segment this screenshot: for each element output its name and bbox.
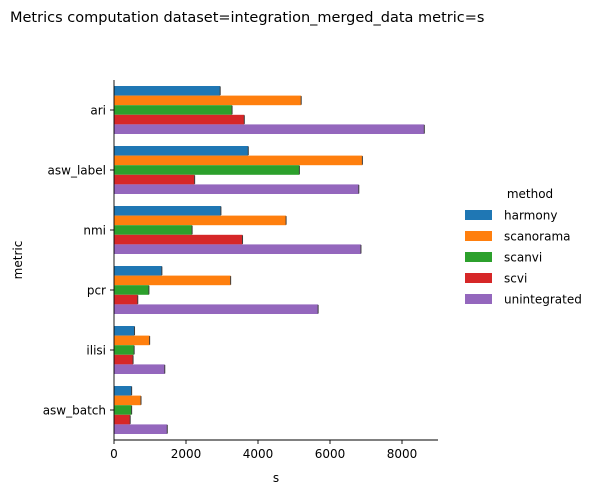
bar-nmi-scanorama <box>114 215 287 226</box>
bar-nmi-scanvi <box>114 225 193 235</box>
bar-ari-scanvi <box>114 105 233 115</box>
bar-asw_label-unintegrated <box>114 184 359 194</box>
bar-asw_label-scvi <box>114 174 195 185</box>
bar-nmi-unintegrated <box>114 244 361 254</box>
legend-label-scanvi: scanvi <box>504 251 542 265</box>
bar-asw_batch-harmony <box>114 386 132 396</box>
bar-asw_batch-unintegrated <box>114 424 168 434</box>
legend-label-scvi: scvi <box>504 272 527 286</box>
bar-asw_label-scanorama <box>114 155 363 166</box>
legend: method harmony scanorama scanvi scvi uninteg… <box>465 187 582 307</box>
bar-asw_batch-scvi <box>114 414 131 425</box>
y-tick-label: ilisi <box>86 344 106 358</box>
legend-label-unintegrated: unintegrated <box>504 293 582 307</box>
y-tick-label: asw_batch <box>43 404 106 418</box>
legend-label-scanorama: scanorama <box>504 230 570 244</box>
bar-ari-unintegrated <box>114 124 425 134</box>
legend-swatch-unintegrated <box>465 294 492 304</box>
legend-swatch-scvi <box>465 273 492 283</box>
legend-swatch-scanorama <box>465 231 492 241</box>
bar-pcr-scvi <box>114 294 138 305</box>
y-tick-label: asw_label <box>48 164 106 178</box>
bar-pcr-scanvi <box>114 285 149 295</box>
bar-asw_label-harmony <box>114 146 249 156</box>
y-tick-label: nmi <box>83 224 106 238</box>
x-ticks: 0 2000 4000 6000 8000 <box>110 440 417 461</box>
bar-ilisi-harmony <box>114 326 135 336</box>
bar-ilisi-unintegrated <box>114 364 165 374</box>
bar-nmi-harmony <box>114 206 221 216</box>
bar-ari-scvi <box>114 114 245 125</box>
legend-swatch-scanvi <box>465 252 492 262</box>
legend-swatch-harmony <box>465 210 492 220</box>
plot-area <box>114 86 425 434</box>
bar-ilisi-scanvi <box>114 345 135 355</box>
bar-ilisi-scanorama <box>114 335 150 346</box>
legend-title: method <box>507 187 553 201</box>
bar-ilisi-scvi <box>114 354 134 365</box>
x-tick-label: 6000 <box>315 447 346 461</box>
y-tick-label: ari <box>90 104 106 118</box>
bar-pcr-scanorama <box>114 275 231 286</box>
bar-asw_batch-scanvi <box>114 405 132 415</box>
y-tick-label: pcr <box>87 284 106 298</box>
x-tick-label: 2000 <box>171 447 202 461</box>
bar-asw_label-scanvi <box>114 165 300 175</box>
x-tick-label: 8000 <box>387 447 418 461</box>
bar-pcr-unintegrated <box>114 304 319 314</box>
y-axis-label: metric <box>11 241 25 280</box>
legend-label-harmony: harmony <box>504 209 557 223</box>
x-tick-label: 0 <box>110 447 118 461</box>
bar-pcr-harmony <box>114 266 162 276</box>
bar-ari-scanorama <box>114 95 302 106</box>
chart-title: Metrics computation dataset=integration_… <box>10 10 484 26</box>
bar-asw_batch-scanorama <box>114 395 141 406</box>
bar-nmi-scvi <box>114 234 243 245</box>
x-axis-label: s <box>273 471 279 485</box>
x-tick-label: 4000 <box>243 447 274 461</box>
bar-ari-harmony <box>114 86 221 96</box>
